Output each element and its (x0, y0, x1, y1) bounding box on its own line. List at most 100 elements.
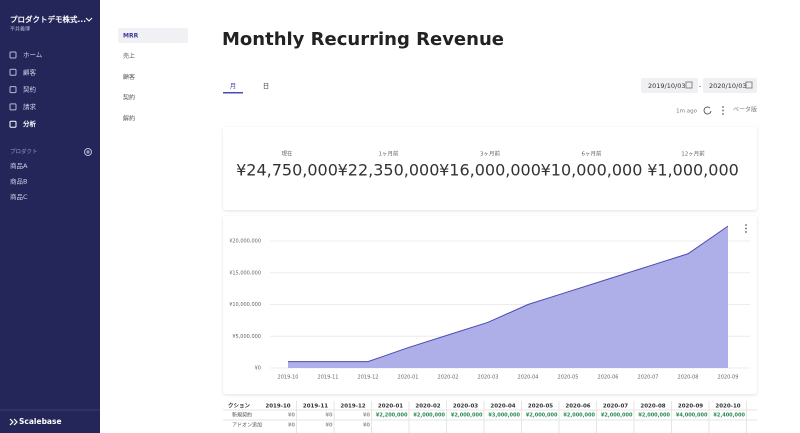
x-tick-label: 2020-05 (558, 375, 579, 381)
nav-item[interactable]: 顧客 (23, 67, 37, 76)
table-cell: ¥0 (363, 423, 370, 429)
user-name: 平井義博 (10, 26, 30, 33)
table-cell: ¥2,000,000 (601, 413, 633, 419)
date-to-box[interactable] (703, 78, 757, 93)
date-separator: - (699, 82, 702, 90)
dropdown-icon[interactable] (85, 17, 93, 22)
table-cell: ¥2,000,000 (451, 413, 483, 419)
nav-icon (9, 86, 17, 94)
date-from-box[interactable] (641, 78, 698, 93)
x-tick-label: 2020-08 (678, 375, 699, 381)
table-header: 2020-07 (603, 404, 628, 410)
brand: Scalebase (19, 417, 62, 426)
table-card (223, 398, 757, 433)
date-from: 2019/10/03 (648, 82, 685, 90)
chart-menu[interactable] (745, 224, 747, 233)
brand-logo (9, 418, 18, 426)
table-header: 2020-01 (378, 404, 403, 410)
product-item[interactable]: 商品C (10, 192, 28, 201)
table-header: 2020-04 (490, 404, 515, 410)
table-header: 2020-06 (565, 404, 590, 410)
table-cell: ¥2,000,000 (563, 413, 595, 419)
nav-item[interactable]: 請求 (23, 102, 37, 111)
x-tick-label: 2020-09 (718, 375, 739, 381)
company-name[interactable]: プロダクトデモ株式... (10, 14, 86, 24)
row-label: アドオン追加 (232, 422, 262, 429)
mrr-chart: ¥0 ¥5,000,000 ¥10,000,000 ¥15,000,000 ¥20,00… (229, 225, 750, 381)
stat-value: ¥22,350,000 (338, 161, 440, 180)
table-header: 2020-03 (453, 404, 478, 410)
nav-item[interactable]: 契約 (23, 85, 37, 94)
table-header: 2019-11 (303, 404, 328, 410)
calendar-icon (745, 81, 753, 89)
table-cell: ¥0 (288, 423, 295, 429)
x-tick-label: 2020-06 (598, 375, 619, 381)
area (288, 226, 728, 368)
updated-time: 1m ago (676, 109, 697, 115)
row-label: 新規契約 (232, 412, 252, 419)
table-cell: ¥2,200,000 (376, 413, 408, 419)
stat-value: ¥24,750,000 (236, 161, 338, 180)
x-tick-label: 2020-01 (398, 375, 419, 381)
subnav-item[interactable]: 顧客 (123, 73, 135, 81)
tab-month[interactable]: 月 (230, 82, 237, 90)
x-tick-label: 2019-11 (318, 375, 339, 381)
product-item[interactable]: 商品A (10, 161, 28, 170)
nav-icon (9, 68, 17, 76)
stat-value: ¥16,000,000 (439, 161, 541, 180)
stats-card (223, 127, 757, 210)
x-tick-label: 2020-04 (518, 375, 539, 381)
products-heading: プロダクト (10, 148, 38, 156)
table-cell: ¥2,000,000 (413, 413, 445, 419)
y-tick-label: ¥15,000,000 (229, 270, 261, 276)
x-tick-label: 2020-03 (478, 375, 499, 381)
tab-day[interactable]: 日 (263, 82, 270, 90)
table-header: 2019-10 (265, 404, 290, 410)
page-title: Monthly Recurring Revenue (222, 29, 504, 50)
stat-label: 6ヶ月前 (582, 150, 602, 158)
table-cell: ¥0 (363, 413, 370, 419)
subnav-item[interactable]: 売上 (123, 52, 135, 60)
nav-item[interactable]: 分析 (23, 119, 37, 128)
nav-icon (9, 51, 17, 59)
add-product[interactable] (84, 148, 92, 156)
table-header: 2020-10 (715, 404, 740, 410)
more-icon[interactable] (722, 106, 724, 115)
stat-label: 3ヶ月前 (480, 150, 500, 158)
nav-icon (9, 103, 17, 111)
table-cell: ¥3,000,000 (488, 413, 520, 419)
table-header: 2019-12 (340, 404, 365, 410)
nav-icon (9, 120, 17, 128)
refresh-icon[interactable] (703, 106, 712, 115)
stat-label: 現在 (281, 150, 293, 158)
y-tick-label: ¥5,000,000 (232, 334, 261, 340)
subnav-item[interactable]: 契約 (123, 94, 135, 102)
x-tick-label: 2020-07 (638, 375, 659, 381)
table-cell: ¥2,000,000 (638, 413, 670, 419)
table-cell: ¥2,400,000 (713, 413, 745, 419)
nav-item[interactable]: ホーム (23, 51, 43, 59)
x-tick-label: 2019-12 (358, 375, 379, 381)
subnav-active (118, 28, 188, 43)
x-tick-label: 2020-02 (438, 375, 459, 381)
y-tick-label: ¥0 (255, 366, 261, 372)
subnav-item[interactable]: 解約 (123, 114, 135, 122)
line (288, 225, 729, 363)
date-to: 2020/10/03 (709, 82, 746, 90)
stat-value: ¥1,000,000 (647, 161, 739, 180)
table-cell: ¥0 (326, 423, 333, 429)
stat-label: 1ヶ月前 (379, 150, 399, 158)
table-cell: ¥2,000,000 (526, 413, 558, 419)
table-header: クション (228, 402, 251, 410)
table-header: 2020-08 (640, 404, 665, 410)
calendar-icon (685, 81, 693, 89)
product-item[interactable]: 商品B (10, 177, 27, 186)
sidebar (0, 0, 100, 433)
subnav-item[interactable]: MRR (123, 33, 139, 40)
y-tick-label: ¥10,000,000 (229, 302, 261, 308)
table-cell: ¥0 (326, 413, 333, 419)
table-header: 2020-05 (528, 404, 553, 410)
table-cell: ¥0 (288, 413, 295, 419)
